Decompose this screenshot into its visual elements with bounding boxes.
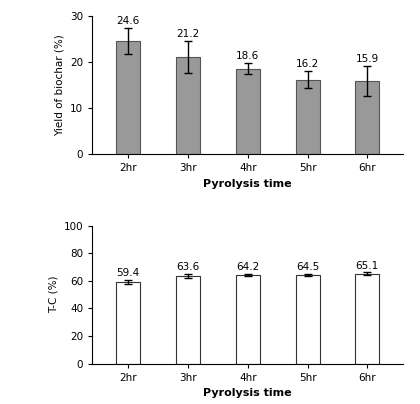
Bar [236, 69, 260, 154]
Bar [116, 41, 140, 154]
Text: 63.6: 63.6 [176, 262, 200, 272]
Text: 21.2: 21.2 [176, 29, 200, 39]
Y-axis label: Yield of biochar (%): Yield of biochar (%) [55, 34, 65, 136]
Bar [176, 57, 200, 154]
Text: 18.6: 18.6 [236, 51, 260, 61]
Text: 24.6: 24.6 [117, 16, 140, 26]
Text: 64.5: 64.5 [296, 262, 319, 272]
Text: 64.2: 64.2 [236, 262, 260, 272]
Bar [176, 276, 200, 364]
Text: 16.2: 16.2 [296, 59, 319, 69]
Bar [116, 282, 140, 364]
Text: 15.9: 15.9 [356, 55, 379, 64]
Text: 65.1: 65.1 [356, 261, 379, 271]
Y-axis label: T-C (%): T-C (%) [48, 276, 58, 314]
Bar [355, 81, 379, 154]
X-axis label: Pyrolysis time: Pyrolysis time [203, 179, 292, 189]
Bar [296, 275, 320, 364]
Bar [355, 274, 379, 364]
X-axis label: Pyrolysis time: Pyrolysis time [203, 388, 292, 398]
Bar [296, 80, 320, 154]
Bar [236, 275, 260, 364]
Text: 59.4: 59.4 [117, 268, 140, 278]
